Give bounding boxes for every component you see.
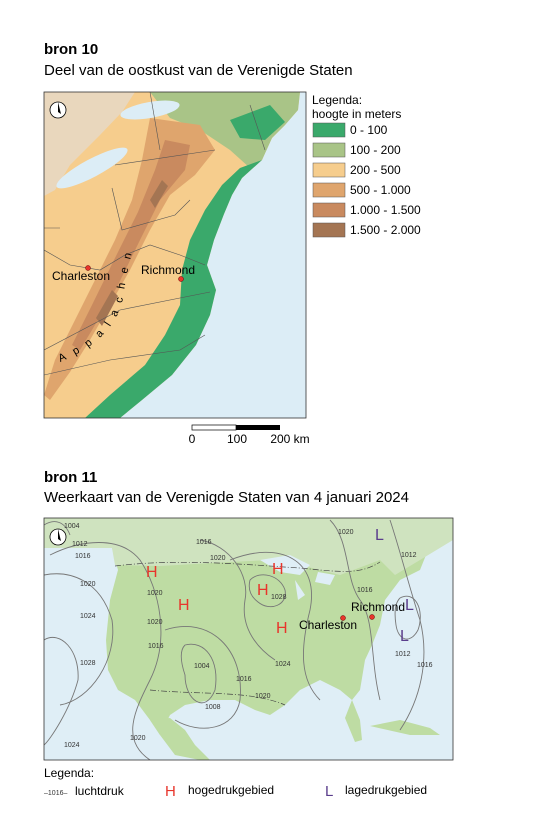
low-pressure: L xyxy=(400,628,409,645)
legend-title: Legenda: xyxy=(312,93,362,107)
isobar-label: 1016 xyxy=(196,539,212,546)
city-dot xyxy=(369,614,375,620)
legend-label: 500 - 1.000 xyxy=(350,183,411,197)
high-pressure: H xyxy=(146,564,158,581)
isobar-label: 1016 xyxy=(75,553,91,560)
isobar-label: 1012 xyxy=(401,552,417,559)
legend-label: 100 - 200 xyxy=(350,143,401,157)
isobar-label: 1024 xyxy=(64,742,80,749)
scale-label: 100 xyxy=(227,432,247,446)
isobar-label: 1020 xyxy=(130,735,146,742)
city-label: Charleston xyxy=(299,618,357,632)
legend-swatch xyxy=(312,142,346,158)
legend-swatch xyxy=(312,222,346,238)
legend-text: hogedrukgebied xyxy=(188,783,274,797)
legend-title: Legenda: xyxy=(44,766,94,780)
isobar-label: 1020 xyxy=(255,693,271,700)
legend-isobar: –1016– xyxy=(44,790,67,797)
isobar-label: 1016 xyxy=(417,662,433,669)
city-label: Charleston xyxy=(52,269,110,283)
isobar-label: 1020 xyxy=(147,619,163,626)
north-arrow-needle xyxy=(58,529,61,541)
legend-swatch xyxy=(312,122,346,138)
legend-isobar-value: 1016 xyxy=(48,790,64,797)
source-label: bron 10 xyxy=(44,41,98,58)
legend-swatch xyxy=(312,162,346,178)
low-pressure: L xyxy=(375,527,384,544)
isobar-label: 1016 xyxy=(236,676,252,683)
source-label: bron 11 xyxy=(44,469,97,486)
weather-map: 1004 1012 1016 1020 1024 1028 1024 1020 1016 1020… xyxy=(44,518,453,760)
source-title: Deel van de oostkust van de Verenigde St… xyxy=(44,62,353,79)
isobar-label: 1020 xyxy=(210,555,226,562)
isobar-label: 1012 xyxy=(72,541,88,548)
isobar-label: 1024 xyxy=(275,661,291,668)
high-pressure: H xyxy=(178,597,190,614)
isobar-label: 1020 xyxy=(147,590,163,597)
isobar-label: 1016 xyxy=(148,643,164,650)
isobar-label: 1020 xyxy=(338,529,354,536)
elevation-map: Charleston Richmond Appalachen xyxy=(44,92,306,418)
city-label: Richmond xyxy=(141,263,195,277)
legend-swatch xyxy=(312,202,346,218)
isobar-label: 1004 xyxy=(194,663,210,670)
city-dot xyxy=(340,615,346,621)
isobar-label: 1016 xyxy=(357,587,373,594)
legend-subtitle: hoogte in meters xyxy=(312,107,401,121)
high-pressure: H xyxy=(276,620,288,637)
legend-high-symbol: H xyxy=(165,783,176,800)
scale-label: 200 km xyxy=(270,432,309,446)
legend-text: luchtdruk xyxy=(75,784,125,798)
city-label: Richmond xyxy=(351,600,405,614)
legend-label: 200 - 500 xyxy=(350,163,401,177)
legend: 0 - 100 100 - 200 200 - 500 500 - 1.000 1.00… xyxy=(312,122,421,238)
isobar-label: 1028 xyxy=(80,660,96,667)
isobar-label: 1008 xyxy=(205,704,221,711)
high-pressure: H xyxy=(272,561,284,578)
legend-label: 1.000 - 1.500 xyxy=(350,203,421,217)
isobar-label: 1012 xyxy=(395,651,411,658)
isobar-label: 1024 xyxy=(80,613,96,620)
isobar-label: 1020 xyxy=(80,581,96,588)
isobar-label: 1004 xyxy=(64,523,80,530)
legend-swatch xyxy=(312,182,346,198)
legend-text: lagedrukgebied xyxy=(345,783,427,797)
legend-label: 0 - 100 xyxy=(350,123,388,137)
low-pressure: L xyxy=(405,597,414,614)
scale-label: 0 xyxy=(189,432,196,446)
isobar-label: 1028 xyxy=(271,594,287,601)
legend-low-symbol: L xyxy=(325,783,333,800)
source-title: Weerkaart van de Verenigde Staten van 4 … xyxy=(44,489,409,506)
legend-label: 1.500 - 2.000 xyxy=(350,223,421,237)
high-pressure: H xyxy=(257,582,269,599)
